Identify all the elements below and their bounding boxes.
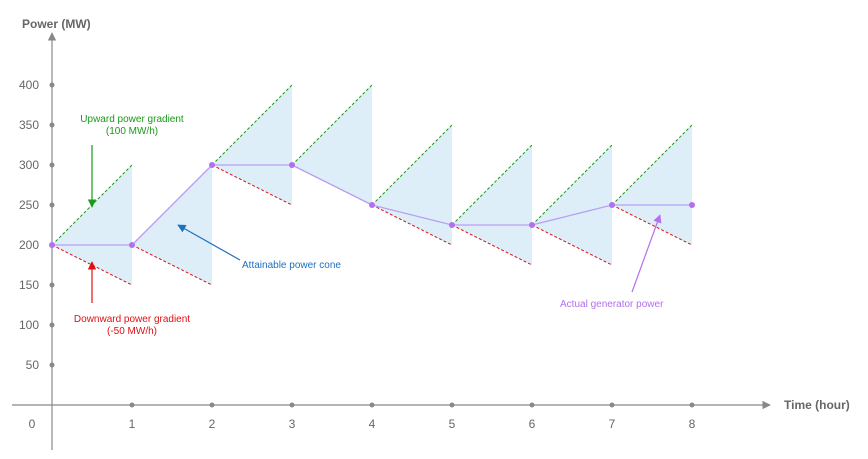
x-tick-label-6: 6 [529, 417, 536, 431]
y-tick-label-400: 400 [19, 78, 39, 92]
upward-gradient-line-6 [531, 144, 613, 226]
y-tick-dot-300 [49, 162, 55, 168]
cone-1 [132, 165, 212, 285]
upward-gradient-line-5 [451, 144, 533, 226]
y-tick-dot-250 [49, 202, 55, 208]
upward-annotation-label-1: (100 MW/h) [106, 126, 158, 137]
upward-gradient-line-7 [611, 124, 693, 206]
x-tick-label-1: 1 [129, 417, 136, 431]
actual-point-7 [609, 202, 615, 208]
x-tick-dot-1 [129, 402, 135, 408]
x-tick-label-8: 8 [689, 417, 696, 431]
actual-annotation-label-0: Actual generator power [560, 299, 664, 310]
actual-point-0 [49, 242, 55, 248]
y-tick-dot-400 [49, 82, 55, 88]
annotation-labels: Upward power gradient(100 MW/h) Downward … [74, 114, 664, 337]
tick-labels: 0 1 2 3 4 5 6 7 8 50 100 150 200 250 300 350 400 [19, 78, 696, 431]
x-tick-dot-6 [529, 402, 535, 408]
upward-gradient-line-2 [211, 84, 293, 166]
upward-gradient-line-3 [291, 84, 373, 166]
x-tick-dot-8 [689, 402, 695, 408]
x-tick-label-7: 7 [609, 417, 616, 431]
cone-annotation-arrow [177, 224, 241, 261]
y-tick-dot-150 [49, 282, 55, 288]
y-tick-label-300: 300 [19, 158, 39, 172]
x-tick-dot-3 [289, 402, 295, 408]
upward-gradient-line-4 [371, 124, 453, 206]
x-tick-dot-5 [449, 402, 455, 408]
x-tick-label-2: 2 [209, 417, 216, 431]
cone-6 [532, 145, 612, 265]
x-tick-label-0: 0 [29, 417, 36, 431]
y-tick-label-150: 150 [19, 278, 39, 292]
y-tick-label-250: 250 [19, 198, 39, 212]
y-tick-label-50: 50 [26, 358, 40, 372]
y-tick-label-100: 100 [19, 318, 39, 332]
y-axis-title: Power (MW) [22, 17, 91, 31]
cone-2 [212, 85, 292, 205]
cone-4 [372, 125, 452, 245]
x-axis-title: Time (hour) [784, 398, 850, 412]
y-tick-dot-350 [49, 122, 55, 128]
y-tick-dot-50 [49, 362, 55, 368]
actual-power-series [49, 162, 695, 248]
x-tick-dot-4 [369, 402, 375, 408]
cone-3 [292, 85, 372, 205]
actual-point-4 [369, 202, 375, 208]
upward-annotation-label-0: Upward power gradient [80, 114, 184, 125]
cone-7 [612, 125, 692, 245]
actual-point-1 [129, 242, 135, 248]
cone-annotation-label-0: Attainable power cone [242, 260, 341, 271]
y-tick-dot-100 [49, 322, 55, 328]
actual-point-3 [289, 162, 295, 168]
cone-5 [452, 145, 532, 265]
x-tick-dot-7 [609, 402, 615, 408]
downward-annotation-label-0: Downward power gradient [74, 314, 190, 325]
actual-annotation-arrow [631, 214, 662, 293]
x-tick-label-5: 5 [449, 417, 456, 431]
actual-point-5 [449, 222, 455, 228]
downward-annotation-label-1: (-50 MW/h) [107, 326, 157, 337]
x-tick-dot-2 [209, 402, 215, 408]
annotation-arrows [87, 145, 662, 303]
axes [12, 32, 771, 450]
x-tick-label-3: 3 [289, 417, 296, 431]
actual-point-2 [209, 162, 215, 168]
y-tick-label-200: 200 [19, 238, 39, 252]
x-tick-label-4: 4 [369, 417, 376, 431]
actual-point-6 [529, 222, 535, 228]
actual-point-8 [689, 202, 695, 208]
y-tick-label-350: 350 [19, 118, 39, 132]
